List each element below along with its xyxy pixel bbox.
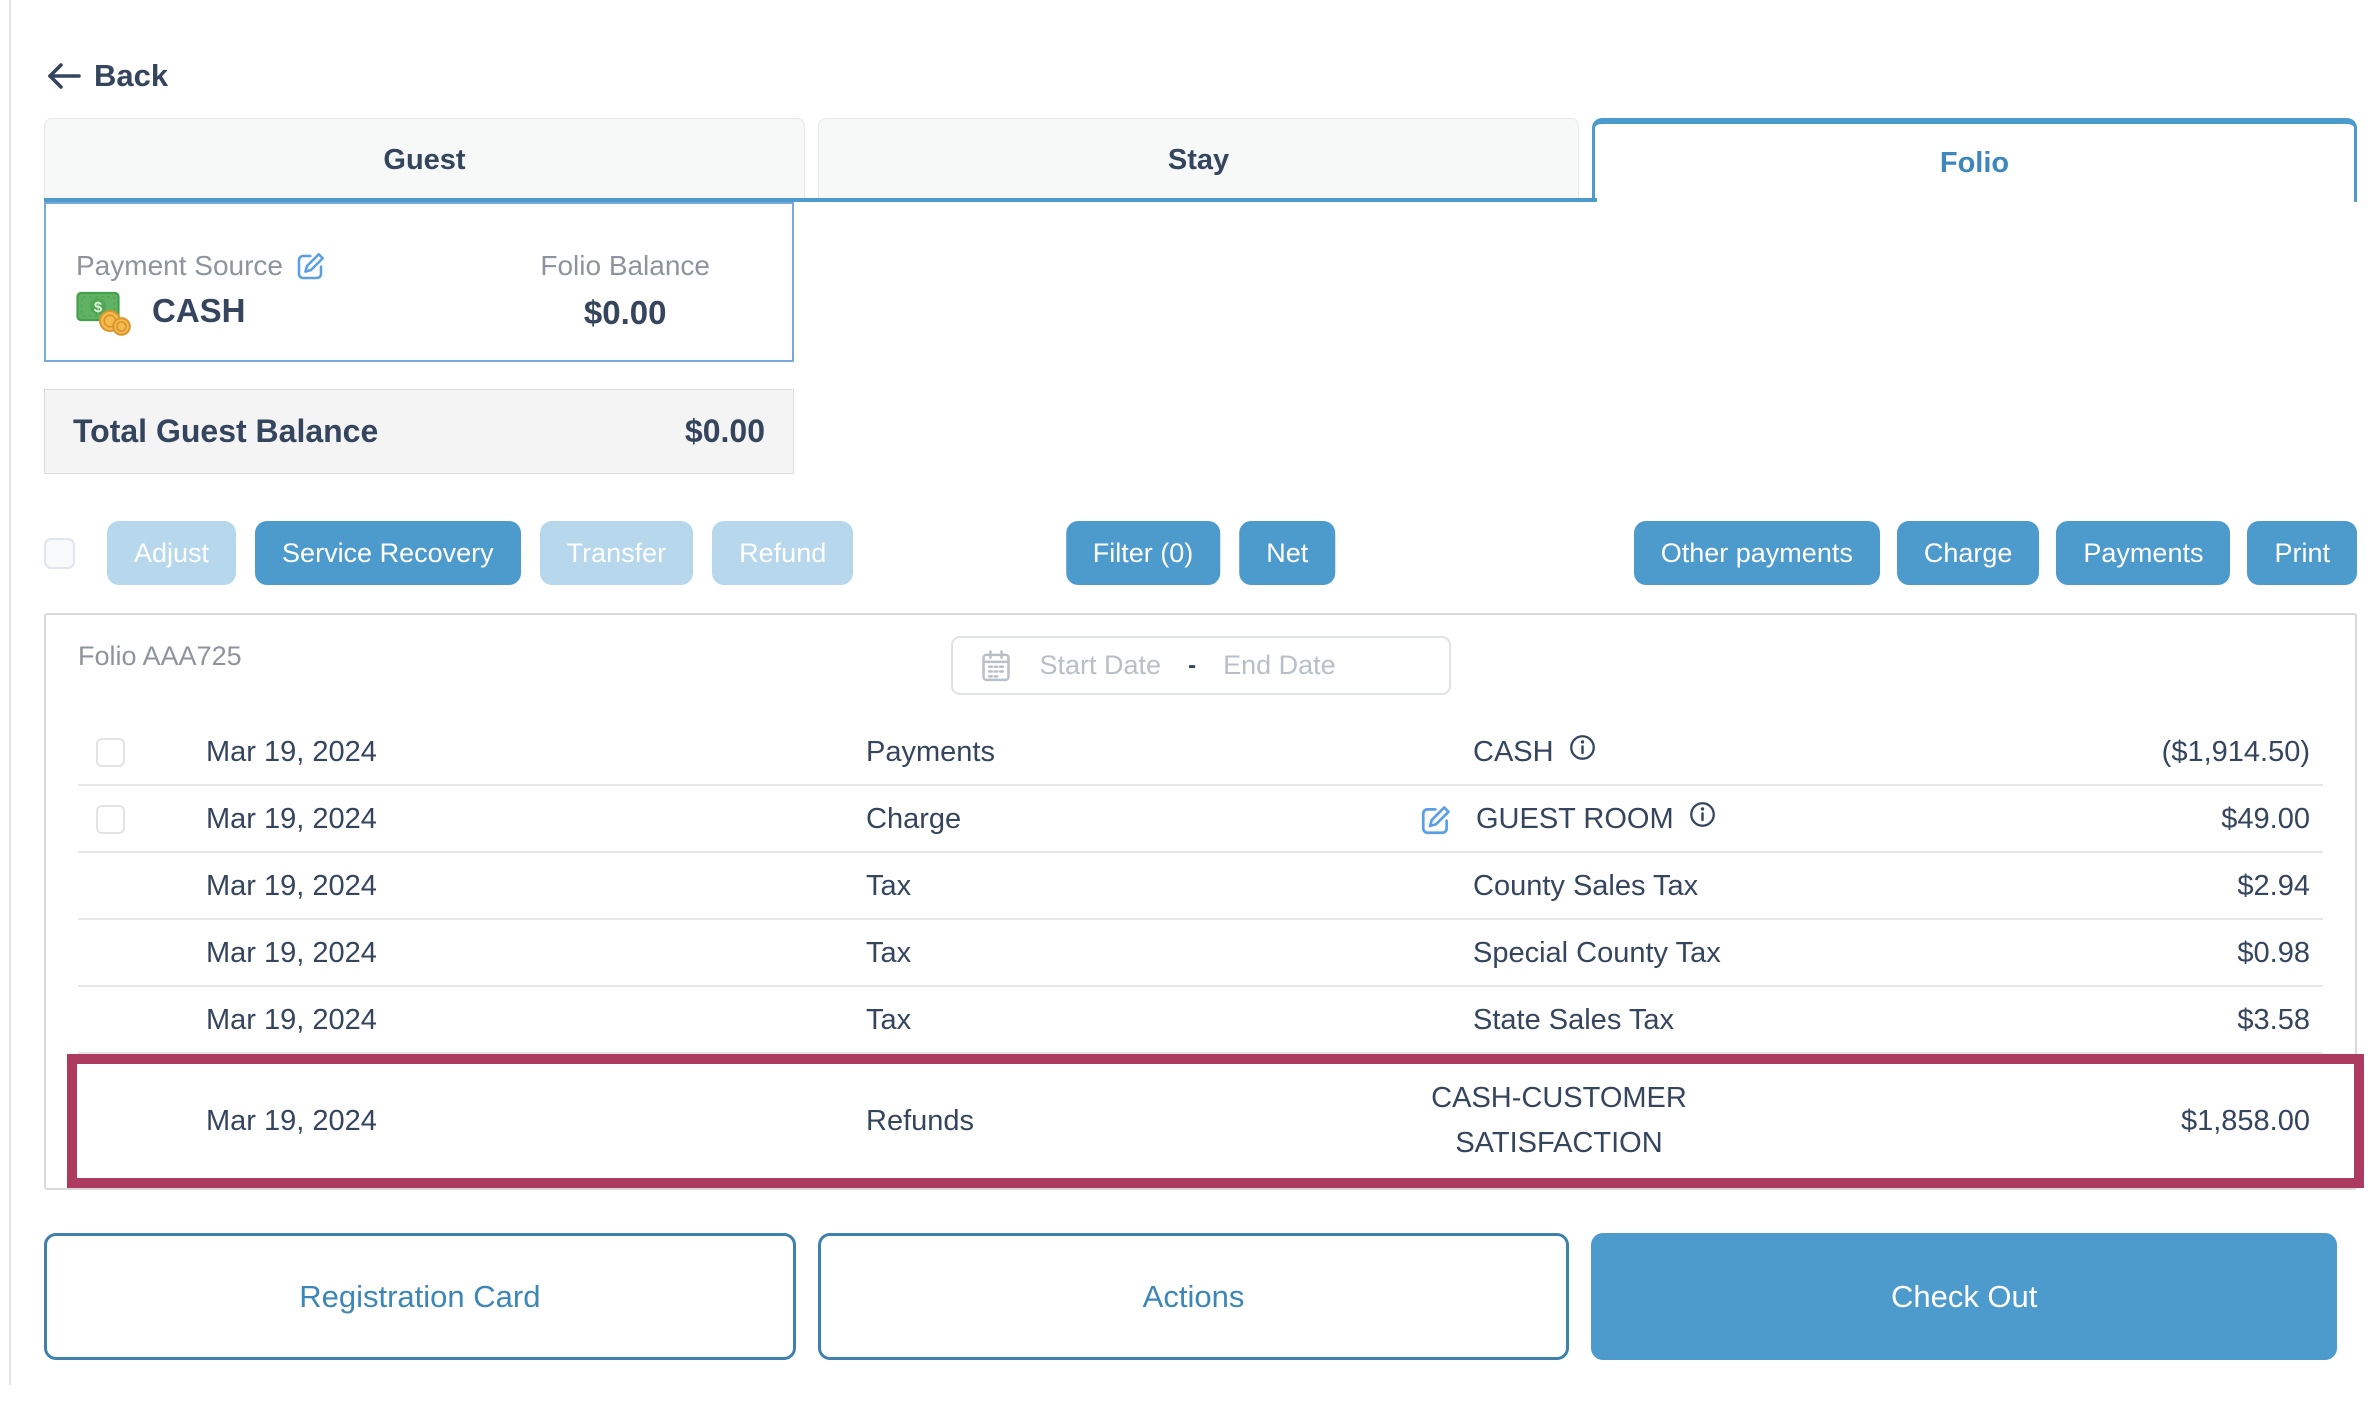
folio-panel-header: Folio AAA725 Start Date - End Date [46,615,2355,719]
cash-icon: $ [76,286,134,336]
row-checkbox[interactable] [96,805,125,834]
table-row-state-sales-tax[interactable]: Mar 19, 2024 Tax State Sales Tax $3.58 [46,987,2355,1054]
tab-stay[interactable]: Stay [818,118,1579,202]
table-row-payments-cash[interactable]: Mar 19, 2024 Payments CASH ($1,914.50) [46,719,2355,786]
transaction-type: Tax [866,1004,912,1036]
table-row-refund-highlighted[interactable]: Mar 19, 2024 Refunds CASH-CUSTOMER SATIS… [46,1054,2355,1188]
transaction-description: State Sales Tax [1473,1004,1674,1036]
transaction-date: Mar 19, 2024 [206,1004,377,1036]
info-icon[interactable] [1689,801,1716,828]
registration-card-button[interactable]: Registration Card [44,1233,796,1360]
net-button[interactable]: Net [1239,521,1336,585]
transaction-date: Mar 19, 2024 [206,803,377,835]
back-arrow-icon [46,62,82,90]
tab-folio[interactable]: Folio [1592,118,2357,202]
folio-toolbar: Adjust Service Recovery Transfer Refund … [44,521,2357,585]
payment-method-value: CASH [152,292,246,329]
total-guest-balance-label: Total Guest Balance [73,413,379,449]
filter-button[interactable]: Filter (0) [1065,521,1221,585]
date-range-separator: - [1188,651,1197,679]
edit-charge-icon[interactable] [1419,803,1453,837]
transaction-description: Special County Tax [1473,937,1721,969]
transaction-amount: $49.00 [2221,803,2310,835]
back-label: Back [94,58,169,93]
refund-button[interactable]: Refund [712,521,854,585]
transaction-type: Payments [866,736,995,768]
folio-panel: Folio AAA725 Start Date - End Date [44,613,2364,1190]
payment-source-label: Payment Source [76,250,283,281]
date-range-filter[interactable]: Start Date - End Date [950,636,1451,695]
total-guest-balance-value: $0.00 [684,413,765,449]
tab-guest-label: Guest [383,144,466,176]
print-button[interactable]: Print [2247,521,2357,585]
transaction-amount: $1,858.00 [2180,1104,2310,1137]
toolbar-middle-group: Filter (0) Net [1065,521,1336,585]
info-icon[interactable] [1569,734,1596,761]
tab-folio-label: Folio [1939,146,2010,179]
transaction-amount: $2.94 [2237,870,2310,902]
actions-button[interactable]: Actions [817,1233,1570,1360]
table-row-charge-guest-room[interactable]: Mar 19, 2024 Charge GUEST ROOM $49.00 [46,786,2355,853]
check-out-button[interactable]: Check Out [1591,1233,2338,1360]
total-guest-balance: Total Guest Balance $0.00 [44,389,794,474]
tab-bar: Guest Stay Folio [44,118,2357,202]
transaction-date: Mar 19, 2024 [206,870,377,902]
charge-button[interactable]: Charge [1896,521,2040,585]
transaction-description: CASH-CUSTOMER SATISFACTION [1431,1082,1687,1159]
transfer-button[interactable]: Transfer [539,521,694,585]
adjust-button[interactable]: Adjust [107,521,237,585]
page-left-divider [9,0,11,1385]
table-row-special-county-tax[interactable]: Mar 19, 2024 Tax Special County Tax $0.9… [46,920,2355,987]
payments-button[interactable]: Payments [2056,521,2231,585]
row-checkbox[interactable] [96,738,125,767]
tab-active-underline [44,198,1597,202]
transaction-description: County Sales Tax [1473,870,1699,902]
payment-source-card: Payment Source $ [44,202,794,362]
other-payments-button[interactable]: Other payments [1633,521,1880,585]
payment-source-block: Payment Source $ [76,250,327,336]
transaction-type: Tax [866,870,912,902]
footer-actions: Registration Card Actions Check Out [44,1233,2357,1360]
folio-balance-block: Folio Balance $0.00 [540,250,710,336]
transaction-type: Charge [866,803,962,835]
back-button[interactable]: Back [46,58,168,94]
transaction-date: Mar 19, 2024 [206,1104,377,1137]
select-all-checkbox[interactable] [44,537,75,569]
tab-stay-label: Stay [1167,144,1230,176]
svg-text:$: $ [94,299,103,316]
folio-balance-label: Folio Balance [540,250,710,281]
folio-title: Folio AAA725 [78,641,242,671]
tab-guest[interactable]: Guest [44,118,805,202]
end-date-placeholder[interactable]: End Date [1223,650,1336,680]
transaction-date: Mar 19, 2024 [206,736,377,768]
transaction-description: GUEST ROOM [1476,803,1674,835]
transaction-type: Tax [866,937,912,969]
edit-payment-source-icon[interactable] [295,250,327,282]
start-date-placeholder[interactable]: Start Date [1039,650,1162,680]
folio-page: Back Guest Stay Folio Payment Source [44,58,2364,1360]
service-recovery-button[interactable]: Service Recovery [255,521,521,585]
transaction-amount: ($1,914.50) [2161,736,2310,768]
transaction-description: CASH [1473,736,1554,768]
transaction-amount: $3.58 [2237,1004,2310,1036]
toolbar-left-group: Adjust Service Recovery Transfer Refund [44,521,854,585]
transaction-amount: $0.98 [2237,937,2310,969]
table-row-county-sales-tax[interactable]: Mar 19, 2024 Tax County Sales Tax $2.94 [46,853,2355,920]
calendar-icon [979,648,1013,684]
folio-balance-value: $0.00 [583,294,667,331]
transaction-type: Refunds [866,1104,975,1137]
toolbar-right-group: Other payments Charge Payments Print [1633,521,2357,585]
transaction-date: Mar 19, 2024 [206,937,377,969]
